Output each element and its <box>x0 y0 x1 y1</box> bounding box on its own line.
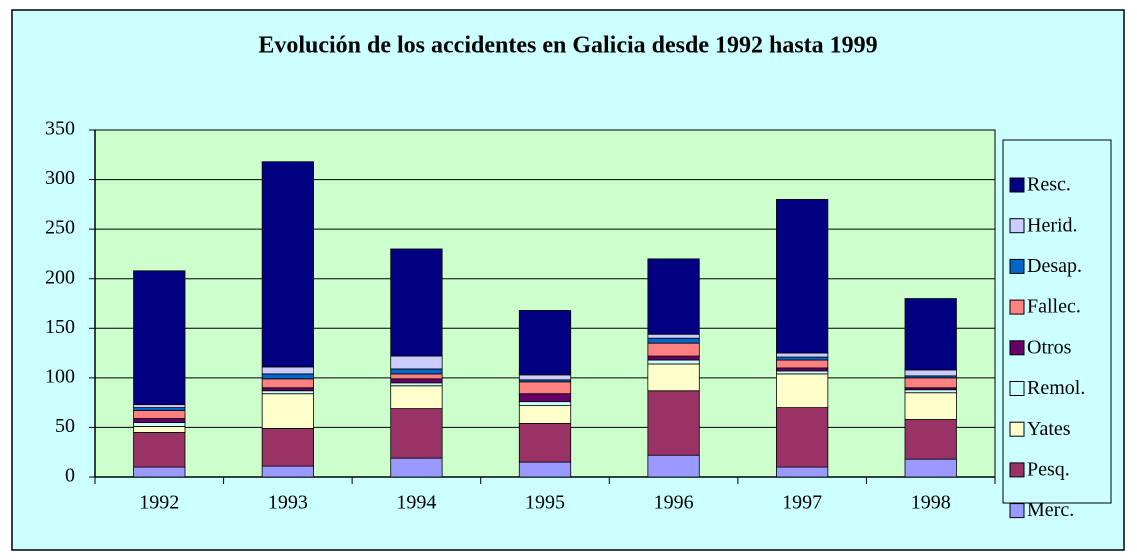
bar-segment <box>133 410 186 419</box>
legend-label: Desap. <box>1027 255 1082 277</box>
bar-segment <box>261 465 314 478</box>
legend-swatch <box>1009 421 1025 437</box>
bar-segment <box>904 389 957 394</box>
bar-segment <box>647 363 700 392</box>
bar-segment <box>776 356 829 361</box>
bar-segment <box>904 419 957 460</box>
bar-segment <box>133 407 186 411</box>
legend-swatch <box>1009 503 1025 519</box>
bar-segment <box>518 401 572 407</box>
legend-swatch <box>1009 462 1025 478</box>
legend-box <box>1002 139 1112 504</box>
legend-label: Resc. <box>1027 174 1071 196</box>
bar-segment <box>518 310 572 376</box>
legend-swatch <box>1009 340 1025 356</box>
bar-segment <box>904 458 957 478</box>
bar-segment <box>904 298 957 371</box>
bar-segment <box>390 378 443 384</box>
bar-segment <box>776 370 829 375</box>
bar-segment <box>261 390 314 395</box>
bar-segment <box>390 382 443 387</box>
bar-segment <box>390 355 443 370</box>
bar-segment <box>390 408 443 459</box>
bar-segment <box>776 352 829 358</box>
y-tick-label: 300 <box>45 167 75 189</box>
bar-segment <box>390 248 443 357</box>
bar-segment <box>647 337 700 344</box>
legend-swatch <box>1009 258 1025 274</box>
bar-segment <box>133 404 186 408</box>
x-tick-label: 1994 <box>396 492 436 514</box>
legend-label: Merc. <box>1027 499 1074 521</box>
bar-segment <box>647 454 700 478</box>
bar-segment <box>261 387 314 392</box>
bar-segment <box>647 342 700 357</box>
bar-segment <box>776 466 829 478</box>
bar-segment <box>776 373 829 408</box>
bar-segment <box>647 390 700 456</box>
bar-segment <box>390 385 443 409</box>
y-tick-label: 200 <box>45 266 75 288</box>
bar-segment <box>647 359 700 365</box>
y-tick-label: 50 <box>55 415 75 437</box>
bar-segment <box>261 428 314 467</box>
legend-swatch <box>1009 299 1025 315</box>
y-tick-label: 150 <box>45 316 75 338</box>
bar-segment <box>518 374 572 381</box>
bar-segment <box>647 355 700 361</box>
bar-segment <box>133 426 186 433</box>
legend-label: Otros <box>1027 336 1072 358</box>
bar-segment <box>261 373 314 380</box>
bar-segment <box>904 369 957 377</box>
legend-label: Fallec. <box>1027 296 1081 318</box>
bar-segment <box>518 381 572 395</box>
bar-segment <box>518 393 572 403</box>
bar-segment <box>133 422 186 427</box>
bar-segment <box>776 359 829 369</box>
bar-segment <box>261 161 314 368</box>
bar-segment <box>133 270 186 406</box>
bar-segment <box>904 392 957 420</box>
x-tick-label: 1997 <box>782 492 822 514</box>
legend-label: Pesq. <box>1027 458 1070 480</box>
chart-title: Evolución de los accidentes en Galicia d… <box>258 33 877 59</box>
bar-segment <box>904 377 957 389</box>
bar-segment <box>776 407 829 468</box>
bar-segment <box>647 258 700 335</box>
legend-swatch <box>1009 218 1025 234</box>
bar-segment <box>518 461 572 478</box>
x-tick-label: 1998 <box>911 492 951 514</box>
bar-segment <box>261 366 314 375</box>
legend-label: Herid. <box>1027 214 1078 236</box>
bar-segment <box>518 423 572 463</box>
bar-segment <box>776 198 829 354</box>
y-tick-label: 250 <box>45 217 75 239</box>
y-tick-label: 0 <box>65 465 75 487</box>
bar-segment <box>390 373 443 380</box>
bar-segment <box>776 367 829 372</box>
x-tick-label: 1995 <box>525 492 565 514</box>
x-tick-label: 1996 <box>654 492 694 514</box>
legend-swatch <box>1009 177 1025 193</box>
bar-segment <box>133 466 186 478</box>
y-tick-label: 100 <box>45 365 75 387</box>
legend-label: Remol. <box>1027 377 1085 399</box>
legend-label: Yates <box>1027 418 1071 440</box>
bar-segment <box>133 431 186 468</box>
bar-segment <box>390 457 443 478</box>
bar-segment <box>518 405 572 424</box>
x-tick-label: 1993 <box>268 492 308 514</box>
y-tick-label: 350 <box>45 118 75 140</box>
x-tick-label: 1992 <box>139 492 179 514</box>
bar-segment <box>390 368 443 375</box>
bar-segment <box>261 393 314 429</box>
legend-swatch <box>1009 381 1025 396</box>
bar-segment <box>647 333 700 339</box>
bar-segment <box>261 378 314 389</box>
bar-segment <box>133 418 186 423</box>
